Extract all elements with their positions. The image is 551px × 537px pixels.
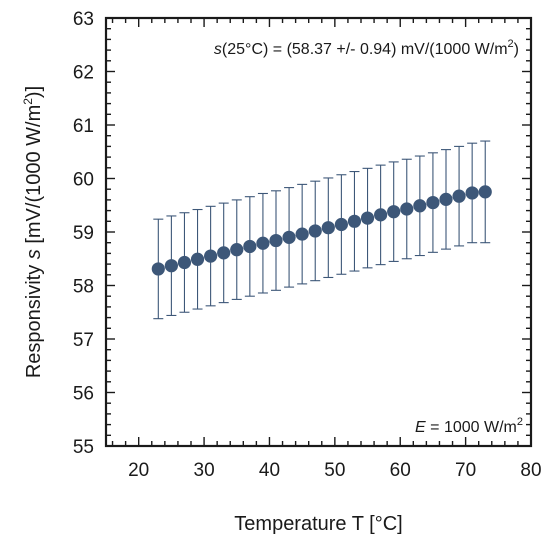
annotation-irradiance: E = 1000 W/m2	[415, 416, 523, 436]
data-point	[151, 262, 165, 276]
x-tick-label: 30	[194, 460, 215, 481]
y-axis-label-units: [mV/(1000 W/m	[23, 105, 45, 249]
annotation-irradiance-symbol: E	[415, 419, 426, 436]
data-point	[439, 192, 453, 206]
y-axis-label-close: )]	[23, 86, 45, 98]
x-tick-label: 60	[390, 460, 411, 481]
data-point	[256, 236, 270, 250]
x-tick-label: 70	[455, 460, 476, 481]
x-axis-label: Temperature T [°C]	[234, 513, 402, 535]
data-point	[295, 227, 309, 241]
y-tick-label: 58	[73, 277, 94, 298]
data-point	[164, 259, 178, 273]
data-point	[413, 199, 427, 213]
data-point	[465, 186, 479, 200]
data-point	[177, 255, 192, 270]
tick-labels: 20 30 40 50 60 70 80 55 56 57 58 59 60 61 62 63	[73, 9, 542, 481]
y-axis-label: Responsivity s [mV/(1000 W/m2)]	[21, 86, 45, 378]
y-tick-label: 56	[73, 384, 94, 405]
data-point	[282, 230, 296, 244]
data-point	[269, 233, 283, 248]
y-tick-label: 62	[73, 63, 94, 84]
annotation-fit-text: (25°C) = (58.37 +/- 0.94) mV/(1000 W/m	[222, 41, 508, 58]
data-point	[347, 214, 362, 228]
y-axis-label-symbol: s	[23, 249, 45, 259]
x-tick-label: 20	[128, 460, 149, 481]
y-tick-label: 61	[73, 116, 94, 137]
annotation-irradiance-superscript: 2	[517, 416, 523, 428]
data-point	[360, 211, 375, 225]
y-tick-label: 55	[73, 437, 94, 458]
x-tick-label: 50	[324, 460, 345, 481]
data-point	[308, 224, 322, 238]
y-tick-label: 57	[73, 330, 94, 351]
y-tick-label: 60	[73, 170, 94, 191]
data-point	[230, 243, 244, 257]
data-point	[400, 202, 414, 216]
annotation-fit-close: )	[514, 41, 519, 58]
data-point	[321, 221, 335, 235]
data-point	[478, 185, 492, 199]
y-tick-label: 59	[73, 223, 94, 244]
data-point	[426, 195, 440, 210]
x-tick-label: 80	[520, 460, 541, 481]
annotation-fit-result: s(25°C) = (58.37 +/- 0.94) mV/(1000 W/m2…	[214, 38, 519, 58]
y-axis-label-prefix: Responsivity	[23, 259, 45, 378]
data-point	[334, 217, 348, 232]
data-points	[151, 185, 492, 276]
plot-frame	[104, 16, 533, 448]
data-point	[190, 252, 205, 266]
data-point	[387, 205, 401, 219]
x-tick-label: 40	[259, 460, 280, 481]
y-axis-label-superscript: 2	[21, 98, 35, 105]
annotation-fit-superscript: 2	[508, 38, 514, 50]
data-point	[204, 249, 218, 263]
data-point	[217, 246, 231, 260]
y-tick-label: 63	[73, 9, 94, 30]
annotation-fit-symbol: s	[214, 41, 222, 58]
data-point	[374, 208, 388, 222]
data-point	[452, 189, 466, 203]
annotation-irradiance-text: = 1000 W/m	[426, 419, 517, 436]
data-point	[243, 239, 257, 254]
